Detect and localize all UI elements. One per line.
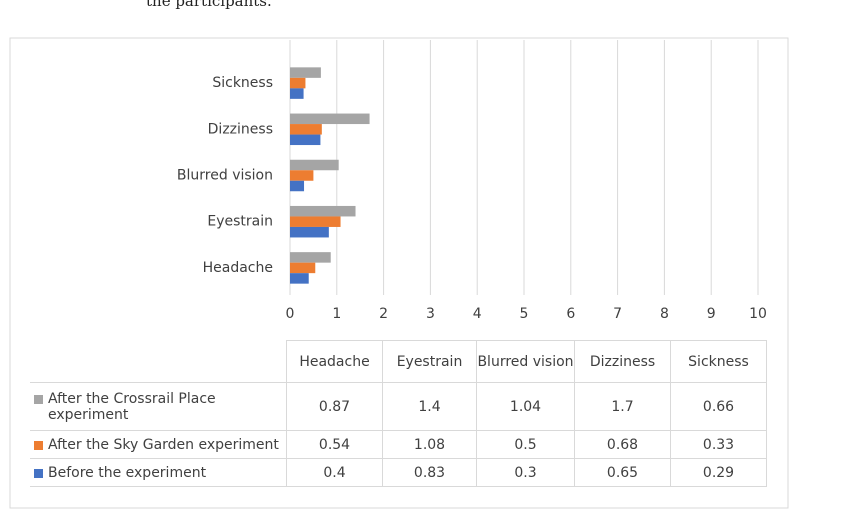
- x-tick-label: 3: [426, 306, 435, 322]
- legend-swatch: [34, 468, 43, 478]
- bar: [290, 205, 356, 217]
- caption: the participants.: [146, 0, 272, 10]
- y-tick-label: Eyestrain: [207, 214, 273, 230]
- bar: [290, 216, 341, 227]
- x-tick-label: 7: [613, 306, 622, 322]
- corner: [30, 341, 287, 383]
- row-header: Before the experiment: [30, 458, 287, 487]
- table-value: 1.4: [382, 382, 477, 431]
- legend-swatch: [34, 440, 43, 450]
- table-value: 0.33: [670, 430, 767, 459]
- table-value: 0.4: [286, 458, 383, 487]
- table-row: After the Sky Garden experiment 0.54 1.08 0…: [30, 430, 767, 459]
- table-value: 1.04: [476, 382, 575, 431]
- bar: [290, 77, 306, 89]
- bar: [290, 134, 321, 146]
- legend-entry: After the Crossrail Place experiment: [34, 391, 286, 423]
- table-row: After the Crossrail Place experiment 0.87…: [30, 382, 767, 431]
- x-tick-label: 4: [473, 306, 482, 322]
- table-value: 0.54: [286, 430, 383, 459]
- table-value: 1.7: [574, 382, 671, 431]
- y-tick-label: Sickness: [212, 75, 273, 91]
- bar: [290, 180, 305, 192]
- legend-label: After the Crossrail Place experiment: [48, 390, 216, 423]
- legend-swatch: [34, 394, 43, 404]
- bar: [290, 170, 314, 181]
- table-value: 0.66: [670, 382, 767, 431]
- column-header: Dizziness: [574, 340, 671, 383]
- row-header: After the Sky Garden experiment: [30, 430, 287, 459]
- x-tick-label: 0: [286, 306, 295, 322]
- x-tick-label: 5: [520, 306, 529, 322]
- y-tick-label: Headache: [203, 260, 273, 276]
- y-tick-label: Dizziness: [208, 121, 273, 137]
- chart-border: [9, 37, 789, 509]
- table-value: 0.5: [476, 430, 575, 459]
- legend-label: After the Sky Garden experiment: [48, 436, 279, 453]
- data-table: Headache Eyestrain Blurred vision Dizziness…: [30, 340, 767, 487]
- column-header: Headache: [286, 340, 383, 383]
- table-value: 0.68: [574, 430, 671, 459]
- column-header: Eyestrain: [382, 340, 477, 383]
- legend-entry: Before the experiment: [34, 465, 286, 481]
- x-tick-label: 1: [332, 306, 341, 322]
- y-tick-label: Blurred vision: [177, 168, 273, 184]
- column-header: Blurred vision: [476, 340, 575, 383]
- bar: [290, 262, 316, 274]
- table-row: Before the experiment 0.4 0.83 0.3 0.65 0.29: [30, 458, 767, 487]
- legend-entry: After the Sky Garden experiment: [34, 437, 286, 453]
- bar: [290, 88, 304, 99]
- x-tick-label: 10: [749, 306, 767, 322]
- bar: [290, 124, 322, 135]
- table-value: 0.83: [382, 458, 477, 487]
- x-tick-label: 2: [379, 306, 388, 322]
- table-value: 0.65: [574, 458, 671, 487]
- bar: [290, 159, 339, 171]
- bar: [290, 67, 321, 78]
- bar: [290, 226, 329, 238]
- x-tick-label: 6: [566, 306, 575, 322]
- table-value: 0.87: [286, 382, 383, 431]
- table-value: 0.3: [476, 458, 575, 487]
- bar: [290, 252, 331, 263]
- bar: [290, 273, 309, 284]
- column-header: Sickness: [670, 340, 767, 383]
- x-tick-label: 9: [707, 306, 716, 322]
- header-row: Headache Eyestrain Blurred vision Dizziness…: [30, 340, 767, 383]
- table-value: 1.08: [382, 430, 477, 459]
- bar: [290, 113, 370, 125]
- legend-label: Before the experiment: [48, 464, 207, 481]
- x-tick-label: 8: [660, 306, 669, 322]
- row-header: After the Crossrail Place experiment: [30, 382, 287, 431]
- table-value: 0.29: [670, 458, 767, 487]
